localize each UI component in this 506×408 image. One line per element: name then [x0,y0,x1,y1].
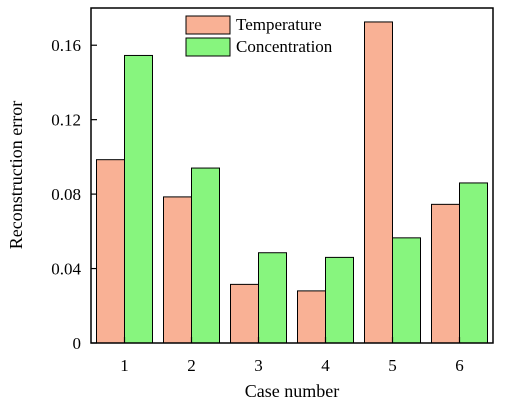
y-tick-label: 0.08 [51,185,81,204]
bar-temperature-case-5 [364,21,393,344]
bar-concentration-case-2 [191,167,220,344]
legend-label-temperature: Temperature [236,15,322,34]
x-tick-label: 4 [321,356,330,375]
y-tick-label: 0.12 [51,111,81,130]
bar-concentration-case-1 [124,54,153,344]
x-tick-label: 1 [120,356,129,375]
y-axis-label: Reconstruction error [6,101,26,249]
bar-concentration-case-6 [459,182,488,344]
legend-swatch-temperature [185,15,231,35]
bar-concentration-case-5 [392,237,421,344]
x-axis: 1 2 3 4 5 6 [120,337,464,375]
bar-concentration-case-4 [325,256,354,344]
x-tick-label: 6 [455,356,464,375]
y-tick-label: 0.04 [51,260,81,279]
legend-label-concentration: Concentration [236,37,333,56]
legend-swatch-concentration [185,37,231,57]
bars-group [96,21,488,344]
bar-concentration-case-3 [258,252,287,344]
bar-temperature-case-4 [297,290,326,344]
bar-temperature-case-1 [96,159,125,344]
bar-temperature-case-6 [431,203,460,344]
x-tick-label: 3 [254,356,263,375]
y-tick-label: 0.16 [51,36,81,55]
bar-temperature-case-3 [230,283,259,344]
plot-frame [90,7,494,344]
y-tick-label: 0 [73,334,82,353]
legend: Temperature Concentration [185,15,333,57]
x-tick-label: 5 [388,356,397,375]
bar-temperature-case-2 [163,196,192,344]
x-axis-label: Case number [245,381,339,401]
x-tick-label: 2 [187,356,196,375]
y-axis: 0 0.04 0.08 0.12 0.16 [51,36,97,353]
